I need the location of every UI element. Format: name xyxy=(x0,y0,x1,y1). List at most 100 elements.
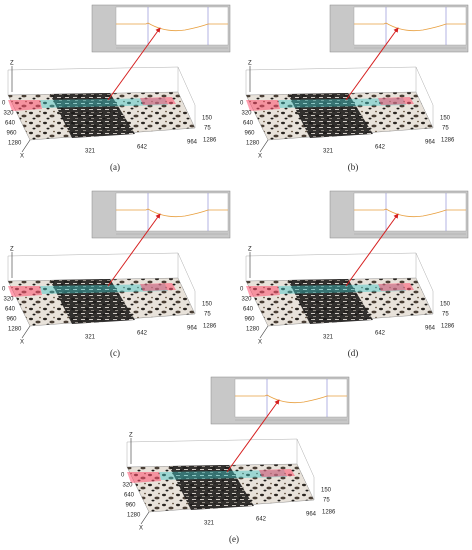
left-tick-label: 960 xyxy=(126,503,137,509)
z-label: Z xyxy=(10,247,14,253)
inset-profile xyxy=(116,208,228,218)
panel-label: (a) xyxy=(110,162,120,172)
bottom-tick-label: 642 xyxy=(256,517,267,523)
panel-label: (d) xyxy=(348,348,359,358)
z-label: Z xyxy=(248,247,252,253)
left-tick-label: 640 xyxy=(5,307,16,313)
left-tick-label: 960 xyxy=(7,131,18,137)
bottom-tick-label: 321 xyxy=(204,521,215,527)
inset-profile xyxy=(116,22,228,32)
bottom-tick-label: 321 xyxy=(85,335,96,341)
left-tick-label: 640 xyxy=(243,121,254,127)
dark-band xyxy=(288,93,373,138)
left-tick-label: 320 xyxy=(4,111,15,117)
x-axis xyxy=(21,139,31,153)
arrow xyxy=(107,27,161,101)
box-edge xyxy=(415,66,434,128)
right-tick-label: 1286 xyxy=(441,138,455,144)
left-tick-label: 0 xyxy=(240,101,244,107)
left-tick-label: 960 xyxy=(7,317,18,323)
bottom-tick-label: 321 xyxy=(323,335,334,341)
right-tick-label: 1286 xyxy=(203,324,217,330)
left-tick-label: 640 xyxy=(124,493,135,499)
box-edge xyxy=(126,438,298,467)
left-tick-label: 960 xyxy=(245,131,256,137)
dark-band xyxy=(50,279,135,324)
red-patch xyxy=(378,97,414,105)
right-tick-label: 75 xyxy=(442,126,449,132)
left-tick-label: 960 xyxy=(245,317,256,323)
bottom-tick-label: 964 xyxy=(306,512,317,518)
z-label: Z xyxy=(248,61,252,67)
right-tick-label: 150 xyxy=(440,302,451,308)
right-tick-label: 1286 xyxy=(441,324,455,330)
panel: Z X 0 320 640 960 1280 321 642 964 150 75 1286 (a) xyxy=(2,4,231,172)
x-axis xyxy=(140,511,150,525)
box-edge xyxy=(7,66,179,95)
bottom-tick-label: 964 xyxy=(425,326,436,332)
x-label: X xyxy=(258,340,262,346)
right-tick-label: 1286 xyxy=(203,138,217,144)
dark-band xyxy=(50,93,135,138)
red-patch xyxy=(259,469,295,477)
arrow xyxy=(226,399,280,473)
panels: Z X 0 320 640 960 1280 321 642 964 150 75 1286 (a) Z X 0… xyxy=(2,4,469,544)
box-edge xyxy=(245,252,417,281)
inset-plot xyxy=(353,192,467,232)
x-axis xyxy=(259,139,269,153)
inset-profile xyxy=(235,394,347,404)
x-label: X xyxy=(20,340,24,346)
right-tick-label: 150 xyxy=(202,302,213,308)
left-tick-label: 0 xyxy=(2,287,6,293)
cyan-band xyxy=(40,284,168,294)
left-tick-label: 1280 xyxy=(127,513,141,519)
bottom-tick-label: 964 xyxy=(425,140,436,146)
left-tick-label: 0 xyxy=(240,287,244,293)
z-label: Z xyxy=(10,61,14,67)
red-patch xyxy=(140,97,176,105)
right-tick-label: 75 xyxy=(204,126,211,132)
left-tick-label: 640 xyxy=(5,121,16,127)
dark-band xyxy=(288,279,373,324)
x-label: X xyxy=(139,526,143,532)
left-tick-label: 320 xyxy=(123,483,134,489)
box-edge xyxy=(296,438,315,500)
x-axis xyxy=(21,325,31,339)
red-patch xyxy=(246,286,280,297)
inset-plot xyxy=(234,378,348,418)
box-edge xyxy=(7,252,179,281)
left-tick-label: 640 xyxy=(243,307,254,313)
x-label: X xyxy=(20,154,24,160)
right-tick-label: 75 xyxy=(323,498,330,504)
x-label: X xyxy=(258,154,262,160)
cyan-band xyxy=(278,284,406,294)
inset-profile xyxy=(354,22,466,32)
red-patch xyxy=(8,100,42,111)
right-tick-label: 150 xyxy=(202,116,213,122)
bottom-tick-label: 642 xyxy=(375,145,386,151)
inset-plot xyxy=(115,6,229,46)
arrow xyxy=(345,213,399,287)
box-edge xyxy=(415,252,434,314)
red-patch xyxy=(127,472,161,483)
left-tick-label: 1280 xyxy=(8,327,22,333)
bottom-tick-label: 642 xyxy=(375,331,386,337)
bottom-tick-label: 321 xyxy=(323,149,334,155)
bottom-tick-label: 321 xyxy=(85,149,96,155)
bottom-tick-label: 642 xyxy=(137,145,148,151)
panel-label: (e) xyxy=(229,534,239,544)
right-tick-label: 150 xyxy=(321,488,332,494)
bottom-tick-label: 964 xyxy=(187,326,198,332)
inset-plot xyxy=(353,6,467,46)
box-edge xyxy=(177,66,196,128)
panel: Z X 0 320 640 960 1280 321 642 964 150 75 1286 (e) xyxy=(121,376,350,544)
bottom-tick-label: 964 xyxy=(187,140,198,146)
box-edge xyxy=(245,66,417,95)
panel: Z X 0 320 640 960 1280 321 642 964 150 75 1286 (c) xyxy=(2,190,231,358)
left-tick-label: 320 xyxy=(242,297,253,303)
right-tick-label: 75 xyxy=(204,312,211,318)
cyan-band xyxy=(40,98,168,108)
right-tick-label: 1286 xyxy=(322,510,336,516)
box-edge xyxy=(177,252,196,314)
